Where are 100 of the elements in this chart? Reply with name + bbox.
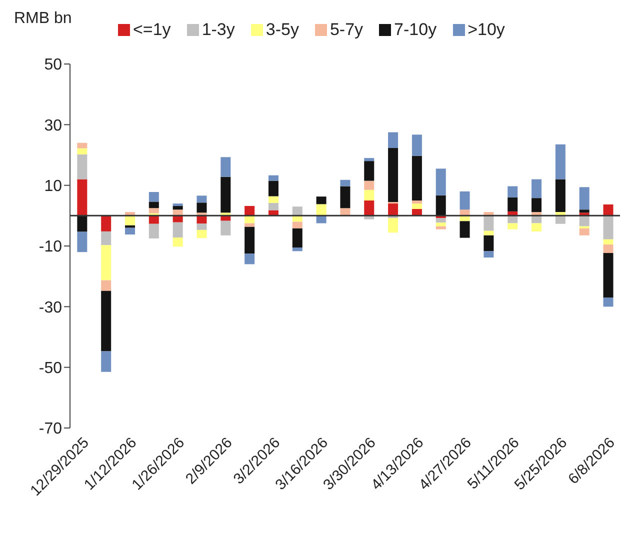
- bar: [316, 216, 326, 224]
- bar: [555, 144, 566, 180]
- bar: [436, 168, 446, 196]
- bar: [603, 298, 614, 307]
- bar: [125, 225, 135, 228]
- y-tick-label: -10: [38, 238, 62, 256]
- bar: [532, 216, 542, 224]
- bar: [196, 202, 207, 213]
- legend-label: 1-3y: [200, 20, 235, 40]
- bar: [484, 216, 494, 231]
- bar: [172, 206, 183, 210]
- bar: [579, 210, 590, 213]
- bar: [196, 196, 207, 203]
- bar: [508, 197, 518, 212]
- bar: [508, 216, 518, 224]
- bar: [148, 216, 159, 224]
- bar: [268, 175, 278, 181]
- legend-label: <=1y: [132, 20, 171, 40]
- bar: [220, 176, 231, 213]
- bar: [244, 254, 255, 264]
- bar: [101, 280, 112, 291]
- bar: [148, 224, 159, 238]
- bar: [579, 228, 590, 236]
- bar: [484, 235, 494, 252]
- bar: [172, 238, 183, 247]
- bar: [412, 200, 422, 204]
- bar: [364, 200, 374, 216]
- bar: [484, 230, 494, 236]
- y-tick-label: 50: [44, 56, 62, 74]
- legend-label: 7-10y: [393, 20, 437, 40]
- bar: [268, 180, 278, 196]
- y-tick-label: -70: [38, 420, 62, 438]
- bar: [77, 179, 88, 216]
- bar: [555, 179, 566, 212]
- bar: [436, 218, 446, 223]
- bar: [148, 208, 159, 214]
- bar: [101, 245, 112, 280]
- bar: [77, 232, 88, 252]
- bar: [77, 154, 88, 180]
- bar: [436, 222, 446, 226]
- y-tick-label: 10: [44, 178, 62, 196]
- bar: [508, 186, 518, 198]
- bar: [412, 134, 422, 156]
- y-tick-label: 30: [44, 117, 62, 134]
- legend-label: >10y: [466, 20, 505, 40]
- bar: [460, 221, 470, 238]
- bar: [388, 148, 398, 202]
- y-tick-label: -50: [38, 360, 62, 378]
- bar: [603, 244, 614, 253]
- bar: [77, 216, 88, 232]
- bar: [532, 223, 542, 232]
- bar: [388, 218, 398, 233]
- bar: [220, 157, 231, 177]
- bar: [603, 216, 614, 240]
- bar: [532, 179, 542, 198]
- bar: [460, 191, 470, 210]
- bar: [101, 290, 112, 352]
- bar: [555, 216, 566, 224]
- bar: [101, 351, 112, 372]
- bar: [579, 216, 590, 226]
- bar: [579, 187, 590, 210]
- bar: [460, 210, 470, 216]
- bar: [77, 148, 88, 154]
- y-axis-title: RMB bn: [14, 10, 72, 28]
- bar: [532, 198, 542, 212]
- bar: [148, 202, 159, 208]
- bar: [196, 224, 207, 230]
- bar: [172, 222, 183, 238]
- bar: [172, 216, 183, 222]
- legend-label: 5-7y: [328, 20, 364, 40]
- bar: [172, 210, 183, 216]
- bar: [412, 208, 422, 216]
- bar: [292, 248, 302, 252]
- bar: [340, 186, 350, 208]
- bar: [388, 132, 398, 148]
- bar: [340, 208, 350, 216]
- bar: [244, 216, 255, 224]
- bar: [77, 142, 88, 148]
- bar: [125, 228, 135, 234]
- bar: [292, 206, 302, 216]
- bar: [292, 228, 302, 248]
- bar: [268, 202, 278, 210]
- bar: [508, 223, 518, 230]
- bar: [436, 195, 446, 216]
- bar: [148, 192, 159, 202]
- bar: [364, 161, 374, 181]
- bar: [364, 158, 374, 162]
- bar: [101, 231, 112, 246]
- bar: [364, 190, 374, 200]
- bar: [244, 226, 255, 254]
- bar: [412, 156, 422, 200]
- bar: [292, 222, 302, 228]
- bar: [125, 216, 135, 226]
- bar: [220, 220, 231, 236]
- legend-label: 3-5y: [264, 20, 299, 40]
- bar: [436, 226, 446, 230]
- bar: [196, 230, 207, 238]
- bar: [603, 252, 614, 298]
- bar: [603, 204, 614, 216]
- bar: [244, 206, 255, 216]
